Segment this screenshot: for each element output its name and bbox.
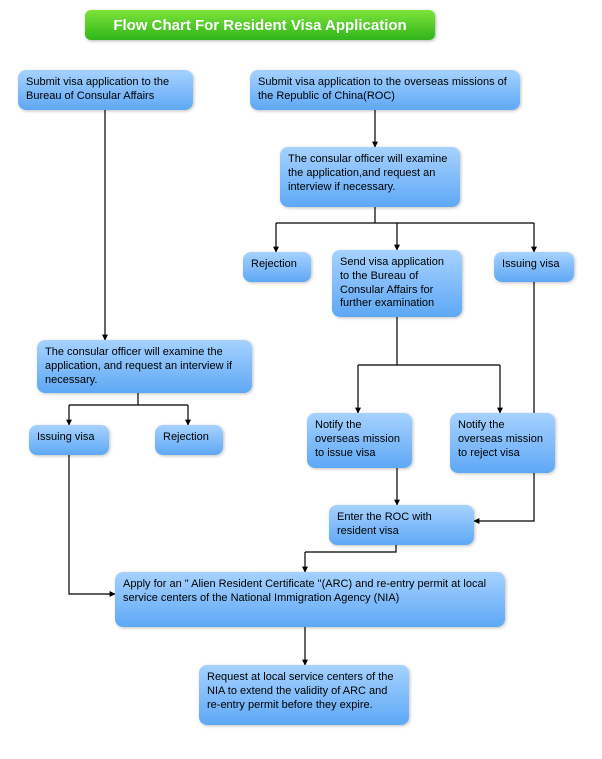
flow-node-n_notify_reject: Notify the overseas mission to reject vi… <box>450 413 555 473</box>
flow-node-n_issuing_r: Issuing visa <box>494 252 574 282</box>
flow-node-n_notify_issue: Notify the overseas mission to issue vis… <box>307 413 412 468</box>
flow-node-n_rejection_r: Rejection <box>243 252 311 282</box>
flow-node-n_right_submit: Submit visa application to the overseas … <box>250 70 520 110</box>
flow-node-n_issuing_l: Issuing visa <box>29 425 109 455</box>
flow-node-n_examine_l: The consular officer will examine the ap… <box>37 340 252 393</box>
flow-node-n_examine_r: The consular officer will examine the ap… <box>280 147 460 207</box>
chart-title: Flow Chart For Resident Visa Application <box>85 10 435 40</box>
flow-node-n_rejection_l: Rejection <box>155 425 223 455</box>
flow-node-n_send_boca: Send visa application to the Bureau of C… <box>332 250 462 317</box>
flow-node-n_request_ext: Request at local service centers of the … <box>199 665 409 725</box>
flow-node-n_enter_roc: Enter the ROC with resident visa <box>329 505 474 545</box>
flow-node-n_left_submit: Submit visa application to the Bureau of… <box>18 70 193 110</box>
flow-node-n_apply_arc: Apply for an " Alien Resident Certificat… <box>115 572 505 627</box>
